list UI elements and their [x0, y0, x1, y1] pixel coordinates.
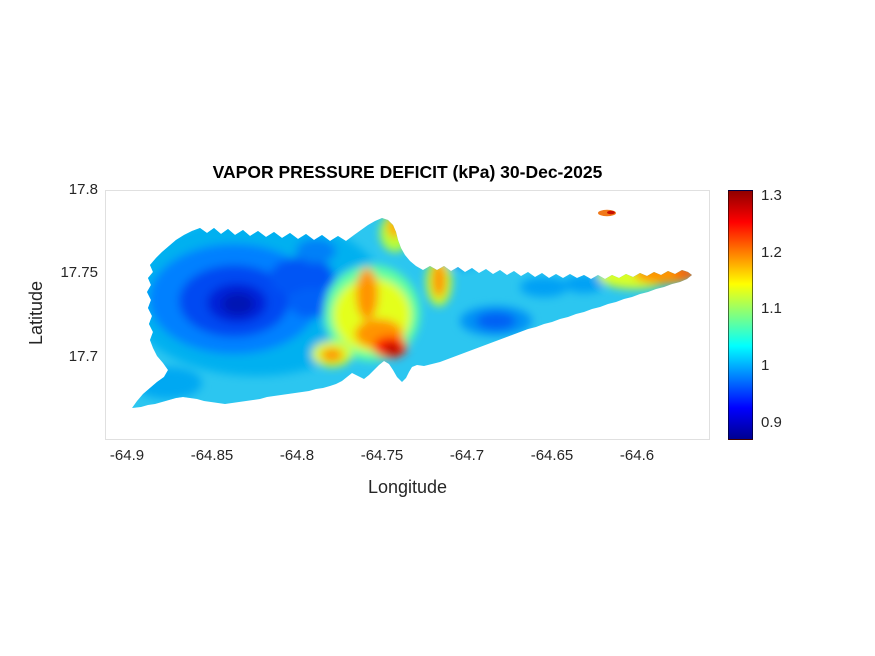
- x-axis-label: Longitude: [367, 477, 448, 497]
- x-tick-label: -64.8: [279, 447, 315, 464]
- vpd-low-region: [520, 277, 568, 297]
- offshore-islet-spot: [598, 209, 616, 217]
- vpd-low-region: [476, 312, 516, 330]
- vpd-hotspot-core: [384, 344, 400, 354]
- island-region: [132, 218, 692, 408]
- colorbar-tick-label: 1.1: [761, 300, 782, 317]
- colorbar-tick-label: 1.3: [761, 187, 782, 204]
- x-tick-label: -64.9: [109, 447, 145, 464]
- vpd-low-region: [296, 239, 336, 263]
- vpd-low-region: [289, 288, 333, 318]
- vpd-hotspot: [432, 262, 446, 298]
- x-tick-label: -64.7: [449, 447, 485, 464]
- vpd-low-core: [222, 293, 254, 315]
- chart-title: VAPOR PRESSURE DEFICIT (kPa) 30-Dec-2025: [212, 162, 603, 182]
- island-heatmap: [132, 209, 692, 408]
- vpd-low-region: [564, 275, 604, 293]
- vpd-hotspot: [387, 218, 403, 238]
- x-tick-label: -64.65: [530, 447, 574, 464]
- vpd-hotspot: [321, 348, 343, 362]
- colorbar-tick-label: 1.2: [761, 244, 782, 261]
- y-tick-label: 17.7: [68, 348, 98, 365]
- vpd-low-region: [270, 257, 334, 297]
- vpd-hotspot-core: [607, 210, 615, 215]
- vpd-low-region: [434, 245, 482, 269]
- vpd-low-region: [134, 367, 202, 399]
- map-plot-area: [105, 190, 710, 440]
- x-tick-label: -64.75: [360, 447, 404, 464]
- colorbar: [728, 190, 753, 440]
- vpd-hotspot: [356, 268, 378, 320]
- vpd-hotspot: [674, 267, 692, 279]
- y-tick-label: 17.75: [60, 264, 98, 281]
- vpd-field-blobs: [132, 218, 692, 399]
- y-tick-label: 17.8: [68, 181, 98, 198]
- colorbar-tick-label: 0.9: [761, 414, 782, 431]
- x-tick-label: -64.85: [190, 447, 234, 464]
- colorbar-tick-label: 1: [761, 357, 770, 374]
- x-tick-label: -64.6: [619, 447, 655, 464]
